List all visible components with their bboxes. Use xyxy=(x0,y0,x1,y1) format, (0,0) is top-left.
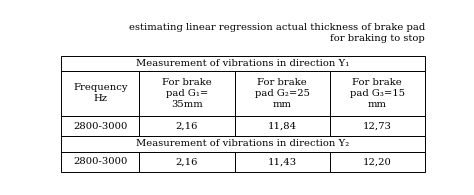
Bar xyxy=(139,152,235,172)
Text: Measurement of vibrations in direction Y₁: Measurement of vibrations in direction Y… xyxy=(137,59,349,68)
Bar xyxy=(235,116,330,136)
Text: For brake
pad G₁=
35mm: For brake pad G₁= 35mm xyxy=(162,78,212,109)
Bar xyxy=(139,71,235,116)
Bar xyxy=(235,71,330,116)
Bar xyxy=(330,71,425,116)
Bar xyxy=(235,152,330,172)
Bar xyxy=(139,116,235,136)
Text: 12,20: 12,20 xyxy=(363,157,392,166)
Text: 12,73: 12,73 xyxy=(363,122,392,131)
Bar xyxy=(61,152,139,172)
Text: For brake
pad G₃=15
mm: For brake pad G₃=15 mm xyxy=(350,78,405,109)
Text: 11,84: 11,84 xyxy=(268,122,297,131)
Text: Measurement of vibrations in direction Y₂: Measurement of vibrations in direction Y… xyxy=(137,139,349,148)
Text: For brake
pad G₂=25
mm: For brake pad G₂=25 mm xyxy=(255,78,310,109)
Text: 2,16: 2,16 xyxy=(176,122,198,131)
Text: 2800-3000: 2800-3000 xyxy=(73,122,128,131)
Bar xyxy=(61,71,139,116)
Text: 2,16: 2,16 xyxy=(176,157,198,166)
Text: 11,43: 11,43 xyxy=(268,157,297,166)
Text: Frequency
Hz: Frequency Hz xyxy=(73,83,128,103)
Bar xyxy=(330,152,425,172)
Bar xyxy=(61,116,139,136)
Bar xyxy=(330,116,425,136)
Text: 2800-3000: 2800-3000 xyxy=(73,157,128,166)
Bar xyxy=(61,136,425,152)
Text: estimating linear regression actual thickness of brake pad
for braking to stop: estimating linear regression actual thic… xyxy=(128,23,425,43)
Bar xyxy=(61,56,425,71)
